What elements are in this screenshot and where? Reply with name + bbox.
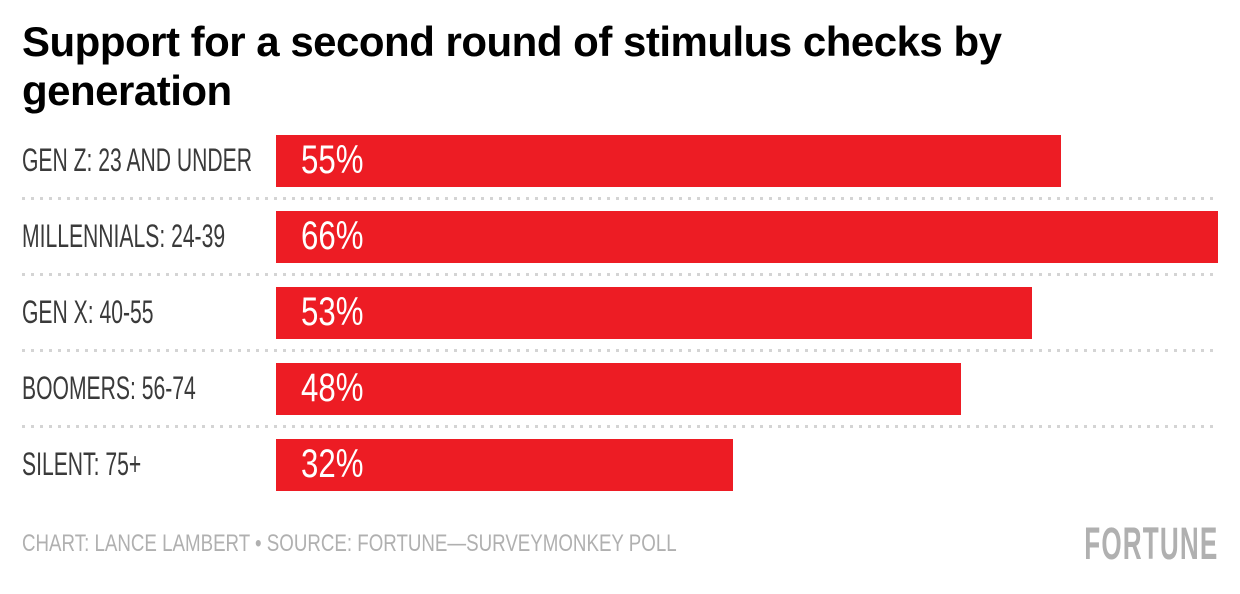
row-separator	[22, 273, 1218, 276]
bar-chart: GEN Z: 23 AND UNDER 55% MILLENNIALS: 24-…	[22, 124, 1218, 501]
chart-row: SILENT: 75+ 32%	[22, 428, 1218, 501]
category-label: BOOMERS: 56-74	[22, 370, 196, 406]
bar: 32%	[276, 438, 733, 491]
bar-value-label: 53%	[301, 290, 364, 334]
category-label-cell: GEN X: 40-55	[22, 294, 276, 331]
row-separator	[22, 425, 1218, 428]
row-separator	[22, 349, 1218, 352]
chart-row: GEN Z: 23 AND UNDER 55%	[22, 124, 1218, 197]
chart-row: GEN X: 40-55 53%	[22, 276, 1218, 349]
row-separator	[22, 197, 1218, 200]
category-label-cell: MILLENNIALS: 24-39	[22, 218, 276, 255]
category-label: GEN Z: 23 AND UNDER	[22, 142, 253, 178]
chart-row: MILLENNIALS: 24-39 66%	[22, 200, 1218, 273]
chart-footer: CHART: LANCE LAMBERT • SOURCE: FORTUNE—S…	[22, 518, 1218, 570]
bar-track: 32%	[276, 428, 1218, 501]
bar: 66%	[276, 210, 1218, 263]
bar-value-label: 32%	[301, 442, 364, 486]
bar-value-label: 55%	[301, 138, 364, 182]
category-label-cell: SILENT: 75+	[22, 446, 276, 483]
bar-track: 66%	[276, 200, 1218, 273]
bar-value-label: 48%	[301, 366, 364, 410]
bar-track: 53%	[276, 276, 1218, 349]
bar: 53%	[276, 286, 1033, 339]
category-label: MILLENNIALS: 24-39	[22, 218, 226, 254]
bar: 55%	[276, 134, 1061, 187]
category-label-cell: GEN Z: 23 AND UNDER	[22, 142, 276, 179]
category-label: SILENT: 75+	[22, 446, 142, 482]
category-label-cell: BOOMERS: 56-74	[22, 370, 276, 407]
category-label: GEN X: 40-55	[22, 294, 154, 330]
credit-source-text: CHART: LANCE LAMBERT • SOURCE: FORTUNE—S…	[22, 530, 677, 557]
fortune-logo: FORTUNE	[1083, 518, 1218, 569]
bar-track: 55%	[276, 124, 1218, 197]
bar-value-label: 66%	[301, 214, 364, 258]
chart-title: Support for a second round of stimulus c…	[22, 18, 1002, 114]
chart-row: BOOMERS: 56-74 48%	[22, 352, 1218, 425]
bar-track: 48%	[276, 352, 1218, 425]
bar: 48%	[276, 362, 962, 415]
